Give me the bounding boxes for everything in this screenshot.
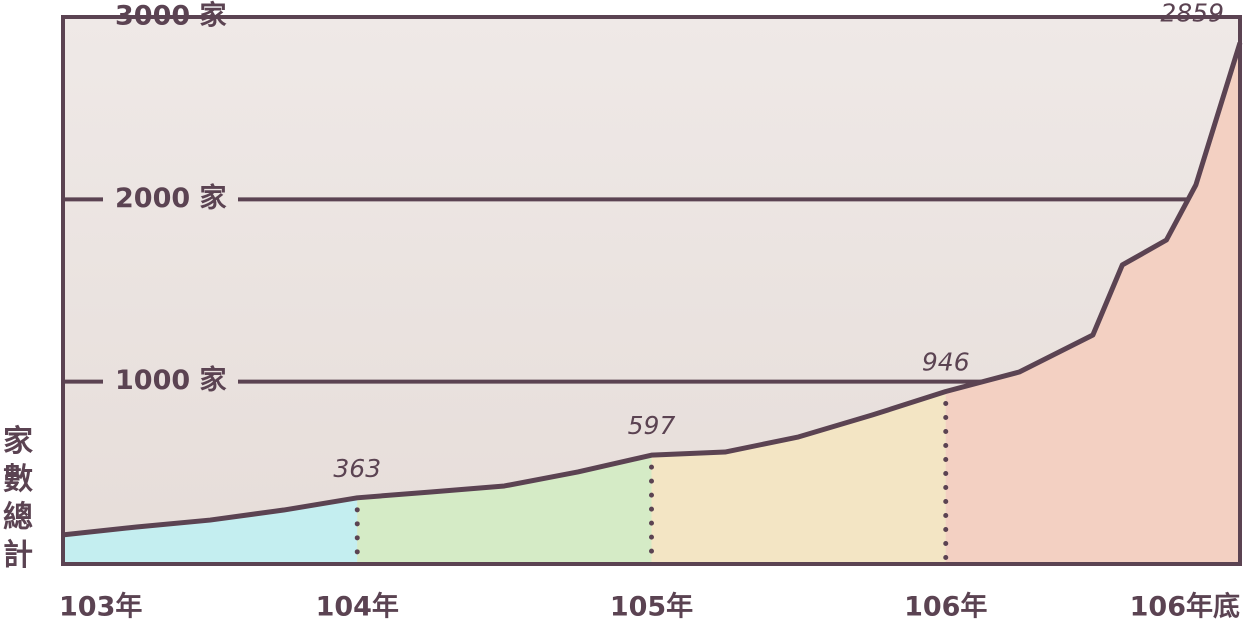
value-label: 597 (628, 411, 676, 440)
x-tick-label: 106年 (904, 591, 987, 623)
y-axis-label: 家數總計 (3, 424, 33, 573)
x-tick-label: 103年 (59, 591, 142, 623)
area-region (945, 42, 1240, 565)
plot-frame (61, 15, 1242, 566)
y-tick-label: 2000 家 (115, 182, 227, 214)
value-label: 2859 (1160, 0, 1224, 28)
value-label: 946 (922, 348, 970, 377)
value-label: 363 (333, 454, 381, 483)
y-axis-label-text: 家數總計 (3, 424, 33, 573)
line (62, 41, 1243, 538)
area-region (63, 497, 358, 564)
area-region (651, 391, 946, 564)
x-tick-label: 104年 (316, 591, 399, 623)
x-tick-label: 105年 (610, 591, 693, 623)
y-tick-label: 1000 家 (115, 364, 227, 396)
x-tick-label: 106年底 (1130, 591, 1240, 623)
area-region (357, 455, 652, 564)
